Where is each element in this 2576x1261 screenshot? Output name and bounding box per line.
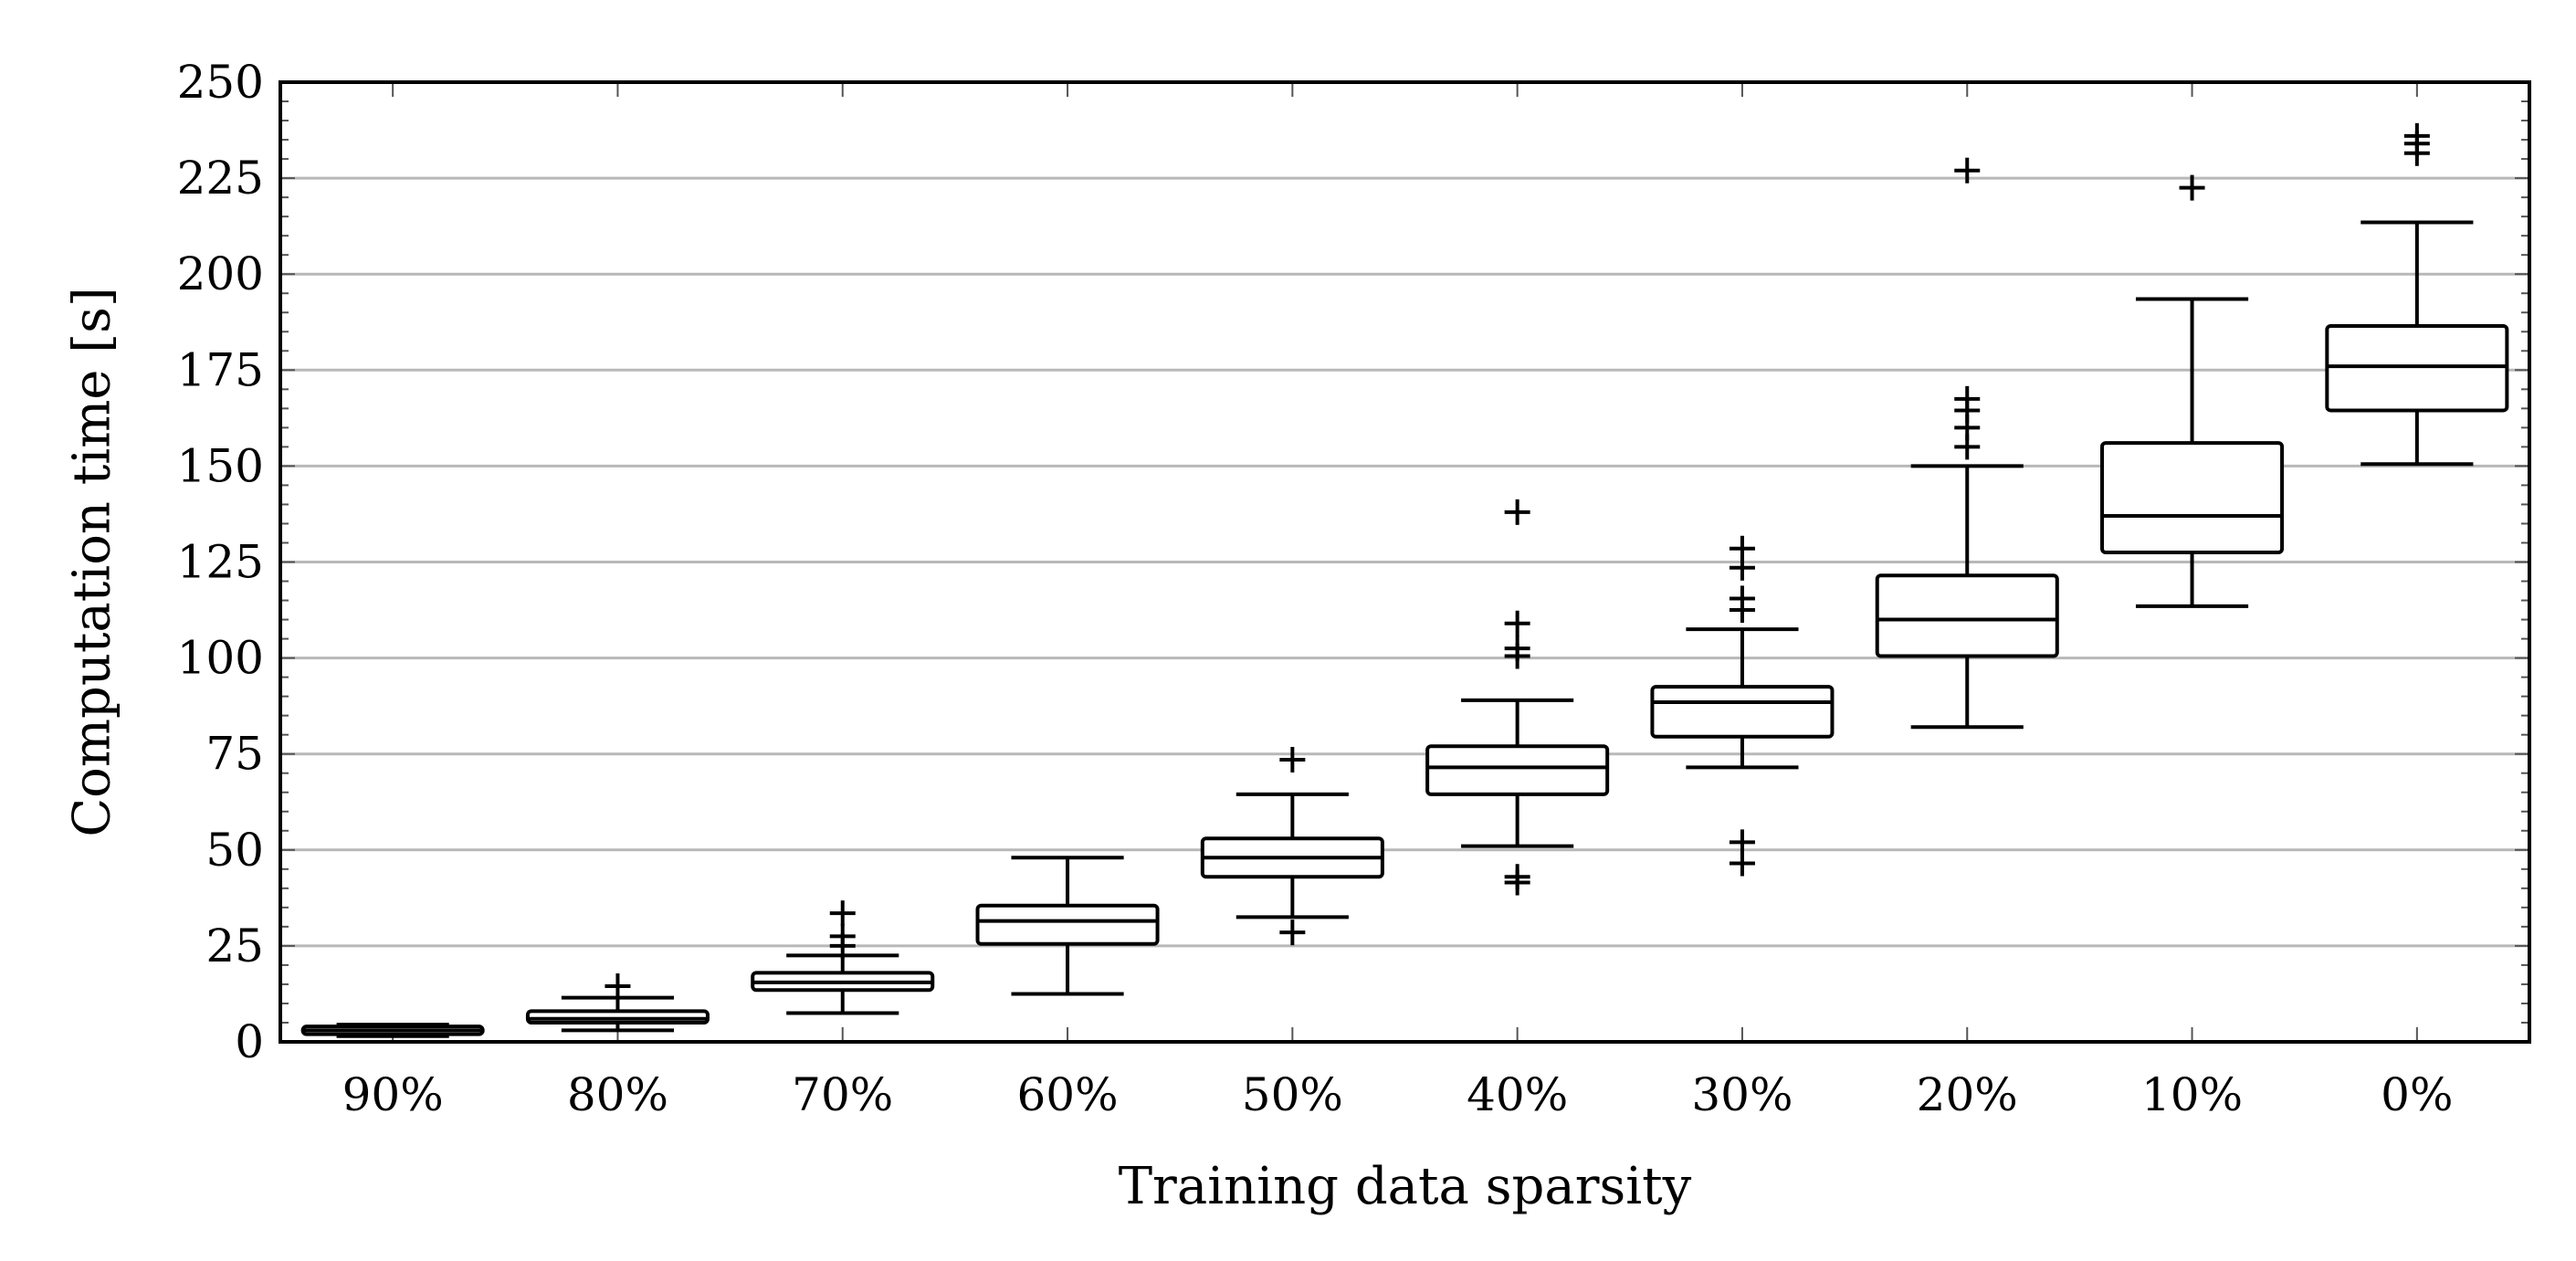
y-tick-label: 100 bbox=[177, 632, 264, 685]
x-tick-label: 60% bbox=[1016, 1068, 1118, 1121]
y-tick-label: 0 bbox=[235, 1015, 264, 1068]
outlier-marker bbox=[829, 923, 856, 950]
plot-frame bbox=[279, 80, 2531, 1044]
iqr-box bbox=[1875, 573, 2059, 658]
outlier-marker bbox=[1729, 585, 1755, 612]
box-group-30pct bbox=[1650, 535, 1835, 877]
box-group-90pct bbox=[300, 1023, 485, 1038]
iqr-box bbox=[525, 1009, 710, 1025]
outlier-marker bbox=[1729, 535, 1755, 562]
x-tick-label: 0% bbox=[2381, 1068, 2453, 1121]
iqr-box bbox=[1650, 685, 1835, 739]
x-tick-label: 50% bbox=[1242, 1068, 1343, 1121]
x-tick-label: 80% bbox=[567, 1068, 668, 1121]
outlier-marker bbox=[1729, 829, 1755, 856]
x-tick-label: 20% bbox=[1917, 1068, 2018, 1121]
x-tick-label: 10% bbox=[2141, 1068, 2243, 1121]
box-group-40pct bbox=[1425, 499, 1610, 896]
outlier-marker bbox=[1279, 747, 1306, 773]
box-group-0pct bbox=[2325, 122, 2509, 467]
x-tick-label: 90% bbox=[342, 1068, 444, 1121]
x-tick-label: 70% bbox=[792, 1068, 893, 1121]
box-group-80pct bbox=[525, 973, 710, 1033]
iqr-box bbox=[975, 903, 1160, 946]
x-axis-title: Training data sparsity bbox=[1119, 1157, 1692, 1216]
outlier-marker bbox=[1504, 864, 1530, 890]
y-tick-label: 50 bbox=[205, 824, 264, 877]
outlier-marker bbox=[605, 973, 631, 1000]
outlier-marker bbox=[1954, 385, 1981, 412]
iqr-box bbox=[2100, 441, 2285, 554]
outlier-marker bbox=[1504, 499, 1530, 525]
y-tick-labels: 0 25 50 75 100 125 150 175 200 225 250 bbox=[177, 56, 264, 1068]
iqr-box bbox=[1425, 744, 1610, 796]
outlier-marker bbox=[1954, 157, 1981, 184]
y-tick-label: 225 bbox=[177, 152, 264, 205]
y-tick-label: 150 bbox=[177, 439, 264, 492]
box-group-70pct bbox=[751, 900, 935, 1015]
outlier-marker bbox=[2179, 174, 2205, 201]
box-group-50pct bbox=[1200, 747, 1384, 946]
x-tick-label: 40% bbox=[1467, 1068, 1568, 1121]
box-group-60pct bbox=[975, 856, 1160, 996]
box-group-20pct bbox=[1875, 157, 2059, 730]
y-tick-label: 175 bbox=[177, 343, 264, 396]
iqr-box bbox=[2325, 323, 2509, 413]
y-tick-label: 125 bbox=[177, 536, 264, 589]
y-tick-label: 25 bbox=[205, 919, 264, 972]
box-group-10pct bbox=[2100, 174, 2285, 608]
x-tick-label: 30% bbox=[1691, 1068, 1793, 1121]
y-tick-label: 75 bbox=[205, 728, 264, 781]
outlier-marker bbox=[1504, 636, 1530, 662]
y-tick-label: 200 bbox=[177, 247, 264, 300]
y-axis-title: Computation time [s] bbox=[63, 287, 122, 836]
x-tick-labels: 90% 80% 70% 60% 50% 40% 30% 20% 10% 0% bbox=[342, 1068, 2454, 1121]
boxes bbox=[300, 122, 2509, 1038]
y-tick-label: 250 bbox=[177, 56, 264, 109]
gridlines bbox=[280, 176, 2529, 948]
outlier-marker bbox=[1504, 610, 1530, 636]
outlier-marker bbox=[1279, 919, 1306, 946]
outlier-marker bbox=[829, 900, 856, 927]
outlier-marker bbox=[2403, 122, 2430, 149]
